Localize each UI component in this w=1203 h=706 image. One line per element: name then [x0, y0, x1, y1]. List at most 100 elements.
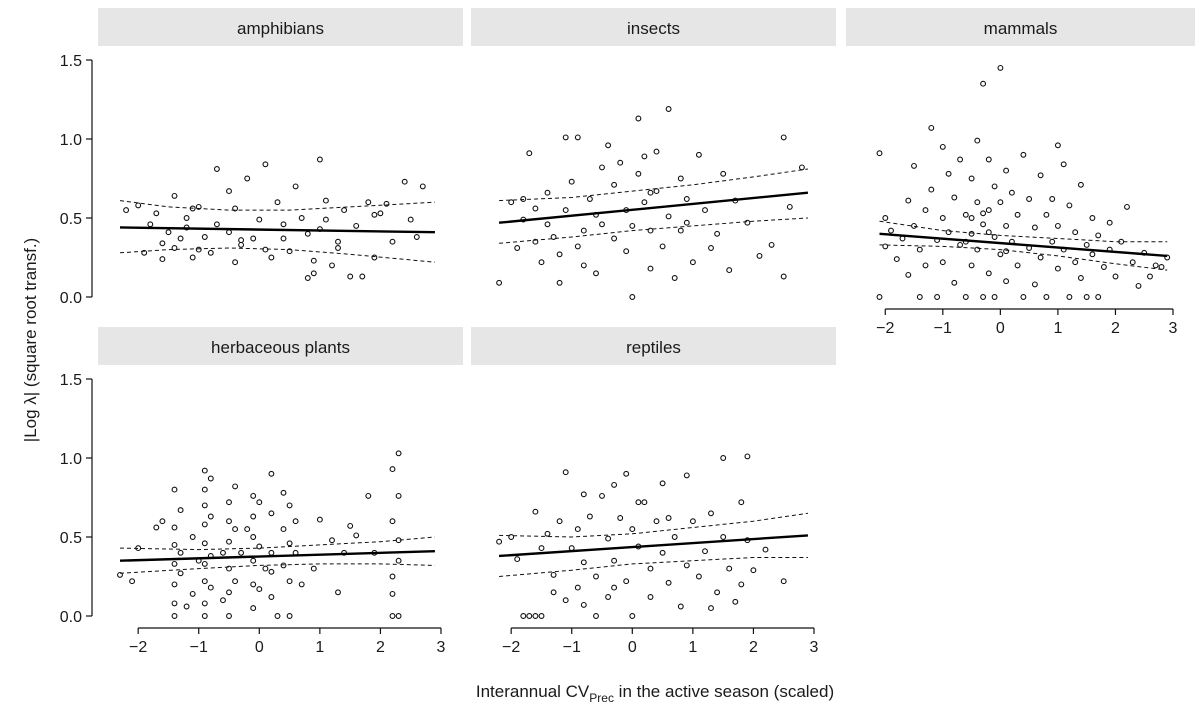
data-point [1100, 264, 1107, 270]
data-point [207, 249, 214, 256]
data-point [274, 613, 281, 619]
data-point [1054, 265, 1061, 272]
y-tick-label: 1.0 [60, 451, 82, 468]
data-point [395, 492, 402, 499]
data-point [945, 229, 952, 236]
data-point [629, 222, 636, 229]
data-point [574, 584, 581, 591]
data-point [726, 267, 733, 274]
data-point [882, 215, 889, 221]
data-point [256, 216, 263, 223]
facet-panel: mammals −2 −1 0 1 2 3 [846, 8, 1195, 337]
data-point [538, 613, 545, 619]
data-point [135, 545, 142, 552]
y-tick-label: 1.5 [60, 372, 82, 389]
y-tick-label: 1.5 [60, 53, 82, 70]
data-point [419, 183, 426, 190]
data-point [1003, 167, 1010, 174]
facet-strip [471, 327, 836, 365]
y-axis-title: |Log λ| (square root transf.) [21, 238, 40, 442]
data-point [189, 205, 196, 212]
data-point [201, 467, 208, 474]
data-point [171, 192, 178, 199]
data-point [262, 161, 269, 168]
data-point [274, 199, 281, 206]
data-point [556, 279, 563, 286]
data-point [389, 573, 396, 580]
data-point [562, 134, 569, 141]
data-point [980, 294, 987, 300]
data-point [153, 524, 160, 531]
data-point [683, 196, 690, 202]
data-point [780, 578, 787, 585]
data-point [629, 613, 636, 619]
data-point [496, 538, 503, 545]
data-point [232, 578, 239, 585]
data-point [556, 251, 563, 258]
data-point [641, 153, 648, 160]
data-point [1054, 142, 1061, 149]
data-point [262, 565, 269, 572]
data-point [550, 571, 557, 578]
data-point [335, 238, 341, 245]
data-point [683, 562, 690, 569]
data-point [968, 175, 975, 182]
data-point [617, 159, 624, 166]
data-point [395, 557, 402, 564]
data-point [786, 203, 793, 210]
data-point [532, 508, 539, 515]
data-point [744, 219, 751, 226]
data-point [968, 262, 975, 269]
data-point [220, 597, 226, 604]
data-point [177, 507, 184, 514]
data-point [298, 581, 305, 588]
data-point [353, 532, 360, 539]
data-point [1043, 294, 1050, 300]
x-tick-label: 0 [628, 639, 637, 656]
x-tick-label: −2 [876, 320, 894, 337]
data-point [201, 578, 208, 585]
data-point [226, 565, 232, 572]
data-point [189, 254, 196, 261]
data-point [135, 202, 142, 209]
data-point [945, 170, 952, 177]
data-point [635, 115, 642, 122]
data-point [232, 205, 239, 212]
facet-strip [471, 8, 836, 46]
data-point [762, 546, 769, 553]
data-point [647, 265, 654, 272]
data-point [939, 215, 946, 221]
data-point [532, 613, 539, 619]
data-point [286, 613, 293, 619]
data-point [389, 238, 396, 245]
data-point [268, 510, 275, 517]
data-point [1135, 282, 1142, 289]
data-point [359, 273, 366, 280]
data-point [1043, 211, 1050, 218]
data-point [951, 194, 958, 201]
data-point [580, 559, 587, 566]
data-point [605, 142, 612, 149]
data-point [1049, 238, 1056, 245]
data-point [226, 499, 232, 506]
data-point [756, 252, 763, 259]
x-tick-label: 3 [1169, 320, 1178, 337]
data-point [280, 489, 287, 496]
data-point [514, 245, 521, 251]
data-point [768, 241, 775, 248]
data-point [605, 535, 612, 542]
x-tick-label: 2 [749, 639, 758, 656]
data-point [732, 598, 739, 605]
facet-panel: amphibians 0.0 0.5 1.0 1.5 [60, 8, 463, 307]
data-point [974, 137, 981, 144]
data-point [310, 565, 317, 572]
data-point [226, 518, 232, 525]
data-point [514, 556, 521, 563]
data-point [195, 246, 202, 253]
data-point [1072, 259, 1079, 266]
data-point [526, 613, 533, 619]
x-tick-label: −1 [190, 639, 208, 656]
data-point [1095, 232, 1102, 239]
data-point [985, 270, 992, 277]
fit-line [119, 226, 435, 234]
